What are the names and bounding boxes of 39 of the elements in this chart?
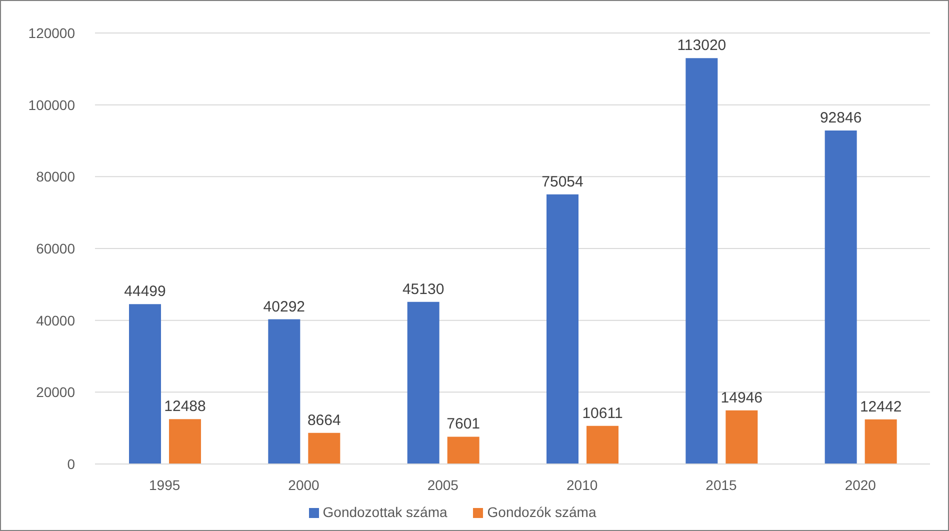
bar [129, 304, 161, 464]
bar [824, 130, 857, 464]
x-tick-label: 2000 [288, 476, 320, 493]
bar [546, 194, 578, 464]
y-tick-label: 120000 [28, 24, 76, 41]
data-label: 14946 [720, 389, 763, 406]
x-tick-label: 2005 [427, 476, 459, 493]
bar [726, 410, 758, 464]
y-tick-label: 0 [67, 456, 76, 472]
bar [447, 436, 480, 464]
y-tick-label: 40000 [36, 312, 76, 328]
data-label: 44499 [124, 283, 166, 300]
legend-label: Gondozók száma [487, 504, 596, 520]
data-label: 113020 [677, 37, 726, 54]
x-tick-label: 1995 [149, 476, 180, 493]
bar [586, 426, 618, 464]
bar [686, 58, 718, 464]
data-label: 92846 [820, 110, 862, 127]
data-label: 75054 [542, 173, 584, 190]
x-tick-label: 2010 [566, 476, 598, 493]
bar [169, 419, 201, 464]
x-tick-label: 2015 [706, 476, 738, 493]
legend-label: Gondozottak száma [322, 504, 448, 520]
data-label: 12488 [164, 398, 206, 416]
data-label: 40292 [263, 298, 306, 316]
data-label: 10611 [582, 404, 623, 422]
y-tick-label: 20000 [36, 384, 76, 400]
bar [308, 432, 340, 464]
data-label: 7601 [446, 416, 480, 433]
y-tick-label: 100000 [28, 96, 76, 113]
bar [864, 419, 897, 464]
y-tick-label: 80000 [36, 168, 76, 185]
y-tick-label: 60000 [36, 240, 76, 256]
bar [268, 319, 300, 464]
data-label: 12442 [860, 398, 902, 416]
data-label: 8664 [307, 412, 341, 429]
data-label: 45130 [402, 280, 444, 298]
x-tick-label: 2020 [844, 476, 876, 493]
bar [407, 302, 440, 464]
